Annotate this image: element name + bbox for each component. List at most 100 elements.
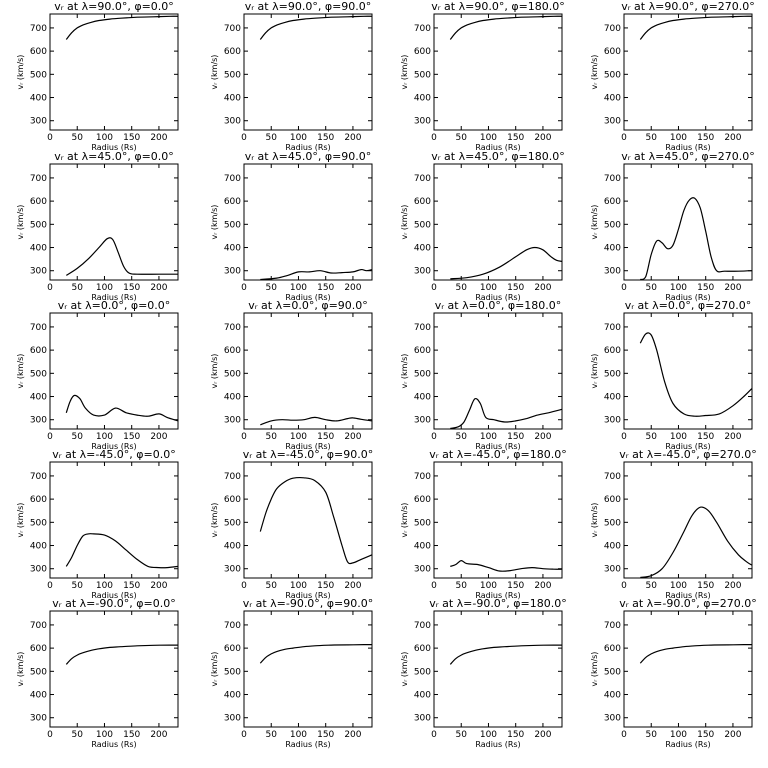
chart-title: vᵣ at λ=45.0°, φ=90.0° [245,150,372,163]
series-line [639,15,753,40]
chart-title: vᵣ at λ=-90.0°, φ=180.0° [429,597,567,610]
y-tick-label: 400 [414,393,431,403]
x-tick-label: 100 [290,432,307,442]
y-tick-label: 600 [414,495,431,505]
plot-frame [623,312,753,430]
x-tick-label: 50 [266,283,278,293]
x-tick-label: 200 [150,581,167,591]
x-tick-label: 50 [646,432,658,442]
x-tick-label: 200 [534,432,551,442]
x-tick-label: 100 [96,283,113,293]
x-axis-label: Radius (Rs) [475,143,520,152]
plot-frame [49,461,179,579]
plot-frame [49,13,179,131]
x-axis-label: Radius (Rs) [475,591,520,600]
series-line [449,15,563,40]
y-tick-label: 300 [224,714,241,724]
y-tick-label: 400 [414,244,431,254]
y-tick-label: 500 [224,369,241,379]
chart-panel-14: vᵣ at λ=-45.0°, φ=90.0° 0 50 100 150 200 300 40… [210,448,373,600]
plot-frame [433,312,563,430]
y-axis-label: vᵣ (km/s) [590,205,599,240]
x-tick-label: 150 [317,581,334,591]
y-tick-label: 300 [224,416,241,426]
x-tick-label: 150 [123,133,140,143]
y-tick-label: 400 [604,393,621,403]
plot-frame [433,461,563,579]
x-axis-label: Radius (Rs) [665,740,710,749]
x-axis-label: Radius (Rs) [91,591,136,600]
y-tick-label: 500 [30,70,47,80]
y-tick-label: 500 [414,667,431,677]
x-tick-label: 50 [646,730,658,740]
x-tick-label: 100 [480,581,497,591]
y-tick-label: 500 [604,70,621,80]
chart-panel-5: vᵣ at λ=45.0°, φ=0.0° 0 50 100 150 200 300 400 5… [16,150,179,302]
y-tick-label: 600 [604,495,621,505]
y-tick-label: 300 [30,117,47,127]
x-tick-label: 200 [150,133,167,143]
x-tick-label: 100 [670,432,687,442]
x-tick-label: 0 [47,133,53,143]
y-tick-label: 500 [224,70,241,80]
x-tick-label: 200 [150,432,167,442]
x-tick-label: 100 [670,133,687,143]
y-tick-label: 500 [30,369,47,379]
y-tick-label: 500 [224,667,241,677]
x-tick-label: 200 [344,581,361,591]
plot-frame [623,610,753,728]
y-axis-label: vᵣ (km/s) [16,205,25,240]
series-line [640,197,753,281]
y-tick-label: 300 [224,565,241,575]
x-tick-label: 150 [123,432,140,442]
y-tick-label: 500 [604,518,621,528]
chart-title: vᵣ at λ=-45.0°, φ=180.0° [429,448,567,461]
y-tick-label: 300 [224,117,241,127]
chart-panel-19: vᵣ at λ=-90.0°, φ=180.0° 0 50 100 150 200 300 4… [400,597,567,749]
x-tick-label: 0 [241,133,247,143]
y-tick-label: 700 [414,323,431,333]
x-tick-label: 200 [724,432,741,442]
y-tick-label: 600 [604,197,621,207]
x-tick-label: 150 [317,283,334,293]
x-tick-label: 150 [123,730,140,740]
y-axis-label: vᵣ (km/s) [210,354,219,389]
y-tick-label: 700 [414,24,431,34]
x-tick-label: 50 [646,133,658,143]
series-line [450,560,563,572]
y-tick-label: 400 [30,691,47,701]
chart-title: vᵣ at λ=0.0°, φ=0.0° [58,299,171,312]
y-tick-label: 400 [224,393,241,403]
y-tick-label: 600 [604,346,621,356]
y-axis-label: vᵣ (km/s) [400,652,409,687]
chart-title: vᵣ at λ=45.0°, φ=0.0° [54,150,174,163]
y-tick-label: 300 [414,714,431,724]
x-tick-label: 100 [670,581,687,591]
plot-frame [433,163,563,281]
y-tick-label: 600 [224,197,241,207]
chart-title: vᵣ at λ=0.0°, φ=270.0° [625,299,752,312]
y-tick-label: 700 [30,323,47,333]
x-tick-label: 200 [344,283,361,293]
plot-frame [623,163,753,281]
x-tick-label: 150 [507,283,524,293]
series-line [260,416,373,426]
plot-frame [623,13,753,131]
chart-panel-2: vᵣ at λ=90.0°, φ=90.0° 0 50 100 150 200 300 400… [210,0,373,152]
y-tick-label: 700 [224,621,241,631]
x-tick-label: 0 [47,283,53,293]
x-tick-label: 150 [697,432,714,442]
plot-frame [49,163,179,281]
chart-title: vᵣ at λ=90.0°, φ=270.0° [621,0,755,13]
x-tick-label: 0 [621,283,627,293]
chart-panel-11: vᵣ at λ=0.0°, φ=180.0° 0 50 100 150 200 300 400… [400,299,563,451]
x-axis-label: Radius (Rs) [285,591,330,600]
x-tick-label: 0 [47,432,53,442]
x-tick-label: 200 [724,730,741,740]
y-tick-label: 700 [224,323,241,333]
series-line [65,237,178,276]
y-tick-label: 700 [224,174,241,184]
y-tick-label: 700 [414,174,431,184]
y-tick-label: 300 [224,267,241,277]
x-tick-label: 0 [47,581,53,591]
